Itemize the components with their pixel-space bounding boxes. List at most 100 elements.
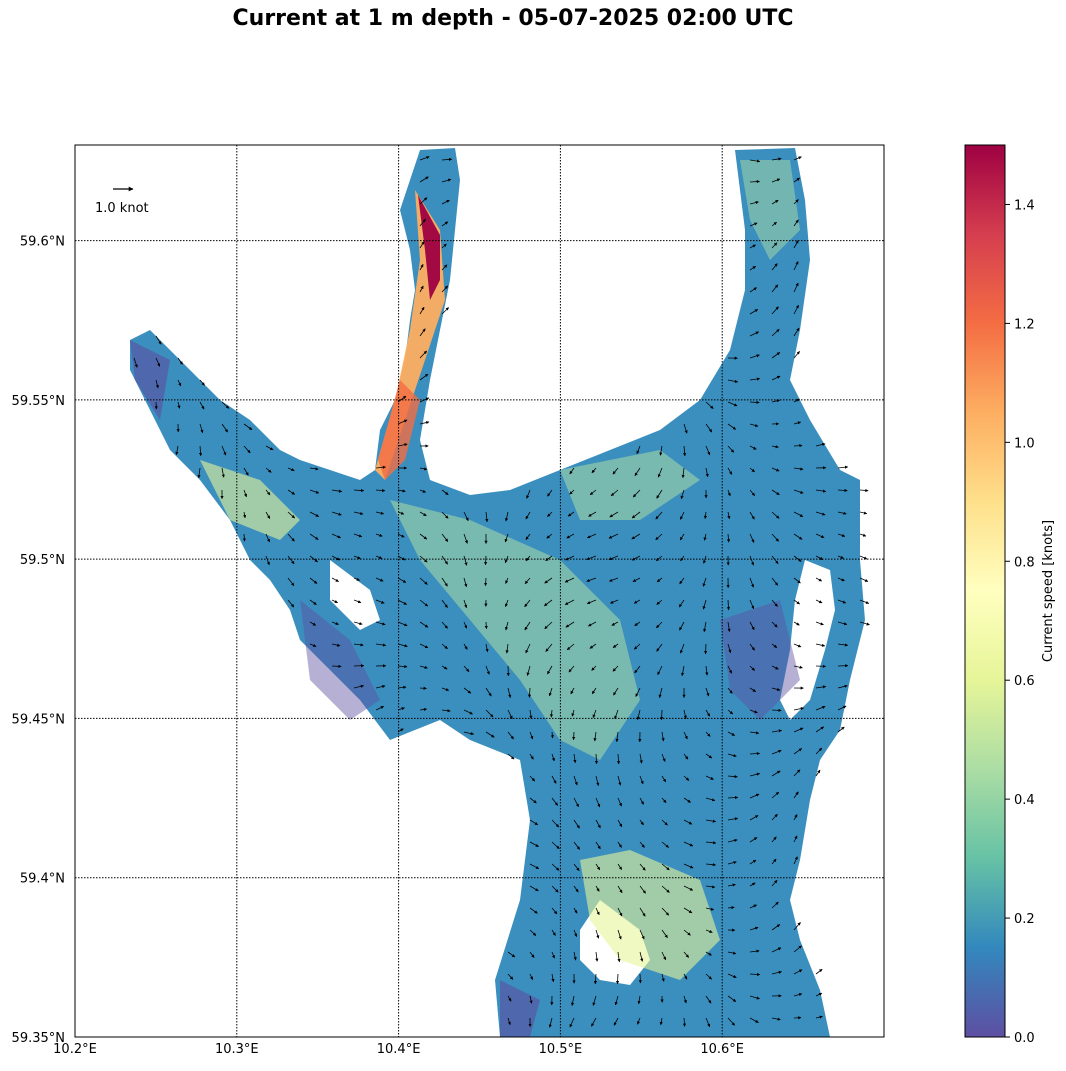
current-arrow [569, 467, 575, 475]
colorbar-tick-label: 1.2 [1014, 317, 1035, 332]
current-arrow [771, 836, 777, 843]
current-arrow [397, 443, 408, 447]
current-arrow [793, 969, 803, 975]
current-arrow [749, 709, 758, 714]
current-arrow [659, 445, 663, 456]
current-arrow [749, 159, 761, 163]
current-arrow [505, 577, 509, 584]
current-arrow [771, 555, 779, 565]
current-arrow [771, 352, 781, 359]
current-arrow [595, 907, 600, 916]
current-arrow [397, 419, 408, 425]
current-arrow [419, 306, 425, 315]
current-arrow [793, 577, 801, 584]
current-arrow [614, 995, 619, 1006]
current-arrow [287, 489, 295, 495]
current-arrow [683, 841, 694, 847]
current-arrow [727, 951, 737, 955]
current-arrow [504, 511, 509, 522]
current-arrow [573, 797, 579, 808]
current-arrow [639, 841, 645, 848]
current-arrow [595, 841, 601, 850]
current-arrow [549, 709, 554, 718]
current-arrow [633, 643, 641, 650]
current-arrow [525, 533, 531, 540]
current-arrow [727, 838, 738, 843]
current-arrow [727, 445, 735, 453]
current-arrow [727, 643, 732, 654]
current-arrow [463, 533, 468, 544]
current-arrow [771, 879, 778, 887]
current-arrow [634, 665, 641, 674]
current-arrow [564, 599, 575, 605]
speed-patches [130, 160, 800, 1037]
current-arrow [545, 643, 553, 652]
current-arrow [551, 863, 560, 871]
current-arrow [749, 665, 755, 671]
current-arrow [705, 445, 711, 456]
map-axes: 10.2°E 10.3°E 10.4°E 10.5°E 10.6°E 59.35°N59… [12, 144, 885, 1057]
current-arrow [419, 218, 426, 227]
current-arrow [221, 423, 229, 433]
current-arrow [441, 285, 449, 293]
colorbar-tick-label: 1.4 [1014, 198, 1035, 213]
current-arrow [419, 156, 430, 161]
current-arrow [551, 973, 555, 983]
current-arrow [175, 445, 179, 456]
current-arrow [683, 863, 694, 869]
current-arrow [419, 643, 429, 649]
current-arrow [595, 797, 601, 808]
current-arrow [441, 709, 451, 713]
current-arrow [771, 1017, 781, 1021]
current-arrow [614, 709, 619, 720]
current-arrow [726, 533, 731, 543]
current-arrow [463, 577, 468, 588]
current-arrow [353, 577, 360, 581]
colorbar-ticks: 0.0 0.2 0.4 0.6 0.8 1.0 1.2 1.4 [1005, 198, 1035, 1046]
current-arrow [529, 775, 536, 782]
x-tick-labels: 10.2°E 10.3°E 10.4°E 10.5°E 10.6°E [53, 1042, 744, 1057]
current-arrow [375, 511, 385, 515]
current-arrow [441, 264, 448, 271]
current-arrow [636, 709, 641, 720]
current-arrow [375, 643, 387, 647]
current-arrow [419, 489, 427, 493]
current-arrow [683, 929, 691, 936]
current-arrow [265, 533, 270, 543]
current-arrow [617, 951, 621, 963]
current-arrow [524, 577, 531, 585]
current-arrow [705, 929, 713, 933]
x-tick-label: 10.2°E [53, 1042, 97, 1057]
y-tick-label: 59.45°N [12, 712, 65, 727]
current-arrow [837, 621, 848, 626]
current-arrow [588, 621, 597, 627]
current-arrow [485, 665, 490, 675]
colorbar-tick-label: 0.6 [1014, 674, 1035, 689]
current-arrow [815, 599, 823, 604]
current-arrow [570, 687, 575, 695]
current-arrow [771, 306, 779, 315]
colorbar: 0.0 0.2 0.4 0.6 0.8 1.0 1.2 1.4 Current speed [… [964, 144, 1056, 1046]
current-arrow [771, 924, 781, 931]
current-arrow [815, 705, 826, 711]
speed-patch [560, 450, 700, 520]
current-arrow [397, 395, 407, 403]
current-arrow [595, 885, 600, 892]
current-arrow [771, 577, 779, 586]
y-tick-label: 59.5°N [20, 553, 65, 568]
current-arrow [727, 665, 733, 674]
current-arrow [771, 687, 781, 691]
current-arrow [771, 328, 780, 337]
current-arrow [793, 156, 802, 161]
current-arrow [793, 199, 799, 205]
current-arrow [859, 599, 870, 604]
current-arrow [617, 907, 623, 917]
current-arrow [771, 284, 779, 293]
current-arrow [749, 555, 755, 566]
current-arrow [837, 533, 846, 537]
quiver-key-label: 1.0 knot [95, 201, 149, 216]
current-arrow [331, 599, 338, 604]
current-arrow [656, 643, 663, 652]
current-arrow [547, 489, 553, 497]
